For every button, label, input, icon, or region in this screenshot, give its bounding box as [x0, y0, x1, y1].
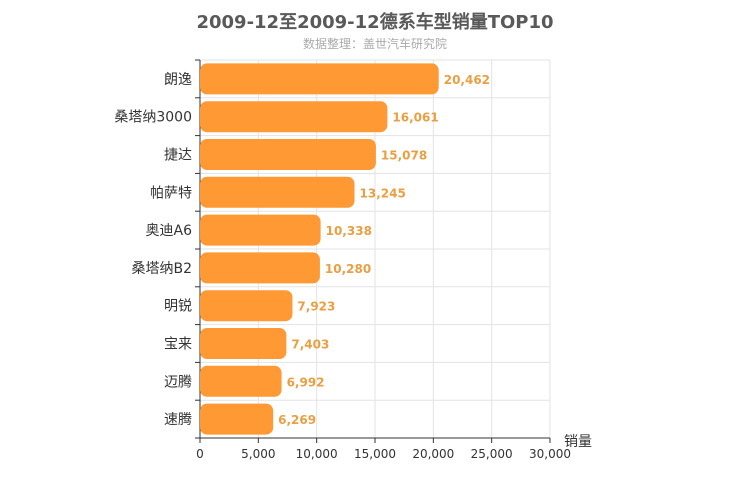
data-label: 16,061: [392, 111, 438, 125]
data-label: 15,078: [381, 149, 427, 163]
y-tick-label: 帕萨特: [150, 185, 192, 201]
y-tick-label: 朗逸: [164, 72, 192, 88]
chart-subtitle: 数据整理：盖世汽车研究院: [302, 37, 447, 51]
data-label: 6,992: [287, 375, 325, 389]
chart-title: 2009-12至2009-12德系车型销量TOP10: [196, 12, 554, 33]
data-label: 7,923: [297, 300, 335, 314]
x-tick-label: 20,000: [412, 447, 454, 461]
y-tick-label: 明锐: [164, 299, 192, 315]
y-tick-label: 桑塔纳B2: [131, 261, 192, 277]
y-tick-label: 速腾: [164, 411, 192, 428]
x-axis-title: 销量: [564, 434, 592, 450]
bar: [200, 365, 282, 397]
x-tick-label: 0: [196, 447, 204, 461]
bar: [200, 328, 287, 359]
x-tick-label: 30,000: [529, 447, 571, 461]
bar: [200, 403, 274, 435]
y-tick-label: 宝来: [164, 337, 192, 353]
data-label: 10,280: [325, 262, 371, 276]
x-tick-label: 5,000: [241, 447, 275, 461]
bar: [200, 139, 376, 170]
bar: [200, 252, 320, 284]
data-label: 13,245: [360, 186, 406, 200]
y-tick-label: 奥迪A6: [146, 222, 193, 239]
y-tick-label: 捷达: [164, 148, 192, 164]
bar: [200, 290, 293, 322]
data-label: 20,462: [444, 73, 490, 87]
x-tick-label: 15,000: [354, 447, 396, 461]
data-label: 7,403: [291, 338, 329, 352]
data-label: 10,338: [326, 224, 372, 238]
x-tick-label: 25,000: [471, 447, 513, 461]
y-tick-label: 迈腾: [164, 373, 192, 390]
bar: [200, 176, 355, 208]
data-label: 6,269: [278, 413, 316, 427]
bar: [200, 214, 321, 246]
x-tick-label: 10,000: [296, 447, 338, 461]
bar: [200, 101, 388, 133]
y-tick-label: 桑塔纳3000: [114, 110, 192, 126]
bar: [200, 63, 439, 95]
